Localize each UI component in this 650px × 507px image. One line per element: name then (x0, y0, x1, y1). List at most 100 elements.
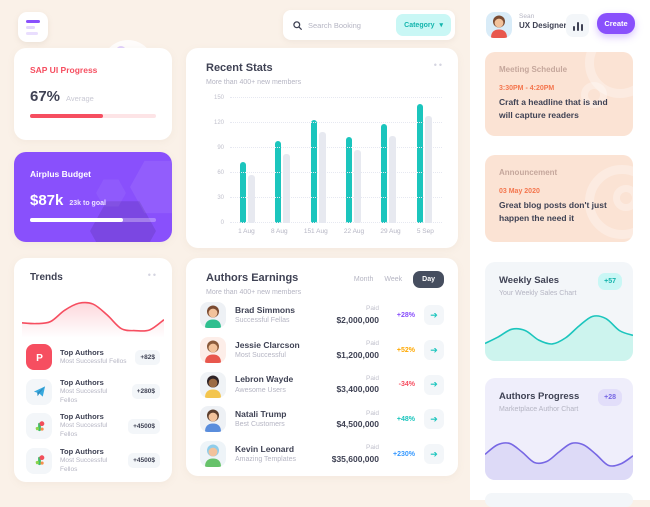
bar-chart-icon (572, 26, 575, 31)
author-name: Natali Trump (235, 409, 287, 420)
trend-amount-badge: +4500$ (128, 453, 160, 468)
trend-title: Top Authors (60, 446, 104, 456)
menu-button[interactable] (18, 12, 48, 42)
y-axis-tick: 0 (220, 220, 224, 226)
announcement-card: Announcement 03 May 2020 Great blog post… (485, 155, 633, 242)
authors-progress-subtitle: Marketplace Author Chart (499, 406, 579, 413)
budget-card: Airplus Budget $87k 23k to goal (14, 152, 172, 242)
menu-icon (26, 19, 40, 23)
category-dropdown[interactable]: Category ▾ (396, 14, 451, 36)
meeting-body: Craft a headline that is and will captur… (499, 97, 608, 120)
trend-title: Top Authors (60, 412, 104, 422)
partial-next-card (485, 493, 633, 507)
trend-list-item[interactable]: Top Authors Most Successful Fellos +280$ (26, 377, 160, 405)
trend-list-item[interactable]: Top Authors Most Successful Fellos +4500… (26, 446, 160, 474)
row-arrow-button[interactable]: ➔ (424, 305, 444, 326)
gridline (230, 172, 442, 173)
search-input[interactable] (308, 20, 394, 30)
sap-progress-bar (30, 114, 156, 118)
author-avatar (200, 302, 226, 329)
earnings-row: Lebron Wayde Awesome Users Paid $3,400,0… (200, 367, 444, 402)
gridline (230, 197, 442, 198)
trend-list-item[interactable]: P Top Authors Most Successful Fellos +82… (26, 344, 160, 370)
authors-progress-card: Authors Progress Marketplace Author Char… (485, 378, 633, 480)
stats-button[interactable] (566, 14, 589, 37)
paid-amount: $4,500,000 (336, 418, 379, 429)
bar-previous (318, 132, 326, 223)
trends-chart (22, 292, 164, 338)
sap-progress-fill (30, 114, 104, 118)
x-axis-tick: 8 Aug (270, 228, 288, 235)
hexagon-decor (96, 179, 126, 207)
x-axis-tick: 29 Aug (380, 228, 401, 235)
telegram-icon (26, 378, 52, 405)
arrow-right-icon: ➔ (430, 413, 438, 424)
row-arrow-button[interactable]: ➔ (424, 409, 444, 430)
earnings-row: Jessie Clarcson Most Successful Paid $1,… (200, 333, 444, 368)
sap-value: 67% (30, 88, 61, 105)
avatar-illustration (200, 441, 226, 468)
trends-title: Trends (30, 272, 63, 283)
author-name: Kevin Leonard (235, 443, 295, 454)
tab-week[interactable]: Week (384, 276, 403, 283)
ring-decor (613, 185, 633, 211)
row-arrow-button[interactable]: ➔ (424, 444, 444, 465)
sap-value-label: Average (66, 94, 94, 103)
more-menu-icon[interactable]: •• (147, 270, 158, 280)
paid-label: Paid (365, 305, 379, 313)
author-subtitle: Most Successful (235, 352, 286, 360)
avatar-illustration (486, 12, 512, 38)
avatar-illustration (200, 371, 226, 398)
trend-list-item[interactable]: Top Authors Most Successful Fellos +4500… (26, 412, 160, 439)
bar-previous (424, 116, 432, 223)
user-name: Sean (519, 13, 535, 20)
earnings-subtitle: More than 400+ new members (206, 289, 302, 296)
x-axis-tick: 5 Sep (416, 228, 434, 235)
trend-subtitle: Most Successful Fellos (60, 456, 108, 473)
authors-progress-badge: +28 (598, 389, 622, 406)
bar-group (346, 98, 362, 223)
author-name: Lebron Wayde (235, 374, 294, 385)
bar-current (310, 119, 317, 223)
row-arrow-button[interactable]: ➔ (424, 374, 444, 395)
trend-title: Top Authors (60, 347, 104, 357)
bar-previous (283, 153, 291, 223)
create-button[interactable]: Create (597, 13, 635, 34)
y-axis-tick: 60 (217, 170, 224, 176)
budget-goal-label: 23k to goal (69, 200, 106, 207)
bar-previous (248, 174, 256, 223)
tab-month[interactable]: Month (353, 276, 374, 283)
paid-label: Paid (365, 374, 379, 382)
sap-progress-card: SAP UI Progress 67% Average (14, 48, 172, 140)
trend-title: Top Authors (60, 377, 104, 387)
author-avatar (200, 337, 226, 364)
change-percent: +28% (396, 311, 415, 319)
bar-current (416, 103, 423, 223)
bar-current (240, 162, 247, 223)
ring-decor (585, 165, 633, 239)
author-subtitle: Amazing Templates (235, 456, 296, 464)
change-percent: +48% (396, 415, 415, 423)
weekly-sales-badge: +57 (598, 273, 622, 290)
bar-chart-x-axis: 1 Aug 8 Aug 151 Aug 22 Aug 29 Aug 5 Sep (230, 228, 442, 235)
recent-stats-card: Recent Stats More than 400+ new members … (186, 48, 458, 248)
ring-decor (581, 82, 607, 108)
arrow-right-icon: ➔ (430, 309, 438, 320)
bar-previous (389, 136, 397, 223)
meeting-title: Meeting Schedule (499, 65, 568, 74)
category-label: Category (404, 21, 435, 29)
tab-day[interactable]: Day (413, 271, 444, 288)
bar-group (381, 98, 397, 223)
change-percent: -34% (398, 381, 415, 389)
earnings-title: Authors Earnings (206, 272, 299, 284)
trend-subtitle: Most Successful Fellos (60, 387, 108, 404)
user-avatar[interactable] (486, 12, 512, 38)
meeting-schedule-card: Meeting Schedule 3:30PM - 4:20PM Craft a… (485, 52, 633, 136)
change-percent: +52% (396, 346, 415, 354)
more-menu-icon[interactable]: •• (433, 60, 444, 70)
author-avatar (200, 406, 226, 433)
weekly-sales-title: Weekly Sales (499, 275, 560, 286)
search-icon (293, 20, 302, 30)
row-arrow-button[interactable]: ➔ (424, 340, 444, 361)
